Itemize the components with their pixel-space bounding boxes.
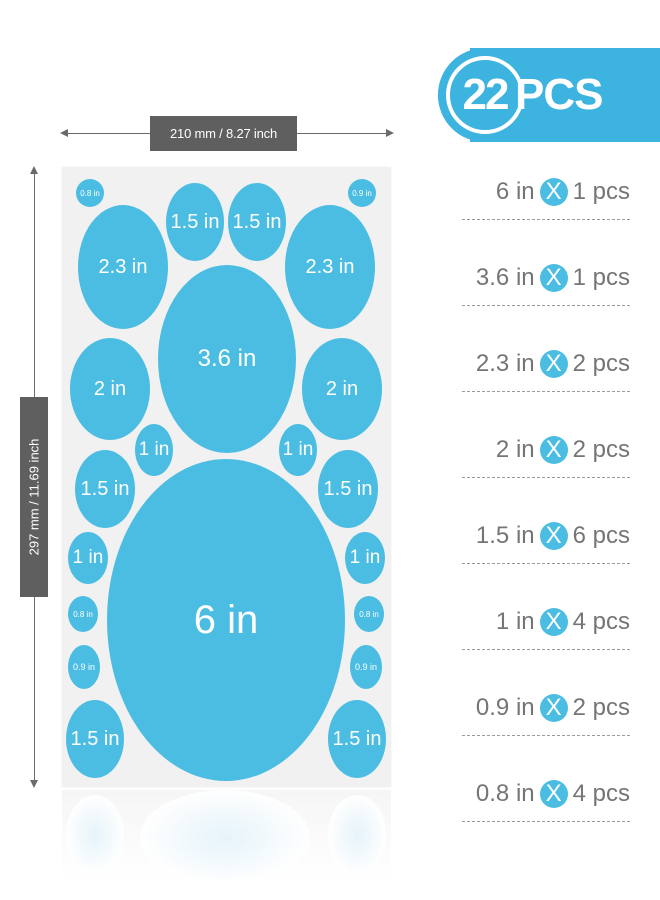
sticker-circle: 2 in — [70, 338, 150, 440]
arrow-up-icon — [30, 166, 38, 174]
count-text: 1 pcs — [572, 264, 630, 291]
size-text: 2 in — [495, 436, 535, 463]
sticker-circle: 1.5 in — [66, 700, 124, 778]
count-text: 2 pcs — [572, 350, 630, 377]
count-text: 4 pcs — [572, 608, 630, 635]
sticker-circle: 0.8 in — [354, 596, 384, 632]
sticker-circle: 1 in — [68, 532, 108, 584]
reflection-circle — [66, 795, 124, 875]
arrow-down-icon — [30, 780, 38, 788]
sticker-circle: 1.5 in — [318, 450, 378, 528]
quantity-row: 2 in X 2 pcs — [458, 392, 630, 478]
reflection-circle — [328, 795, 386, 875]
size-text: 1.5 in — [475, 522, 535, 549]
count-text: 2 pcs — [572, 436, 630, 463]
sticker-circle: 2.3 in — [285, 205, 375, 329]
sticker-circle: 1.5 in — [166, 183, 224, 261]
sticker-circle: 1.5 in — [328, 700, 386, 778]
sticker-circle: 0.9 in — [68, 645, 100, 689]
sticker-circle: 2 in — [302, 338, 382, 440]
size-text: 6 in — [495, 178, 535, 205]
sticker-circle: 0.9 in — [350, 645, 382, 689]
arrow-left-icon — [60, 129, 68, 137]
dashed-divider — [462, 563, 630, 564]
sticker-circle: 3.6 in — [158, 265, 296, 453]
reflection-circle — [140, 790, 310, 885]
sticker-circle: 1 in — [135, 424, 173, 476]
sticker-circle: 1.5 in — [75, 450, 135, 528]
size-text: 1 in — [495, 608, 535, 635]
dashed-divider — [462, 391, 630, 392]
width-label: 210 mm / 8.27 inch — [150, 116, 297, 151]
count-text: 6 pcs — [572, 522, 630, 549]
quantity-row: 1.5 in X 6 pcs — [458, 478, 630, 564]
dashed-divider — [462, 821, 630, 822]
quantity-row: 6 in X 1 pcs — [458, 134, 630, 220]
multiply-icon: X — [539, 350, 568, 378]
sticker-circle: 0.8 in — [68, 596, 98, 632]
multiply-icon: X — [539, 522, 568, 550]
size-text: 0.8 in — [475, 780, 535, 807]
multiply-icon: X — [539, 436, 568, 464]
size-text: 0.9 in — [475, 694, 535, 721]
sticker-circle: 6 in — [107, 459, 345, 781]
size-text: 3.6 in — [475, 264, 535, 291]
arrow-right-icon — [386, 129, 394, 137]
sticker-circle: 0.9 in — [348, 179, 376, 207]
pcs-label: PCS — [515, 70, 603, 119]
quantity-row: 3.6 in X 1 pcs — [458, 220, 630, 306]
quantity-row: 0.9 in X 2 pcs — [458, 650, 630, 736]
quantity-row: 0.8 in X 4 pcs — [458, 736, 630, 822]
dashed-divider — [462, 477, 630, 478]
quantity-row: 2.3 in X 2 pcs — [458, 306, 630, 392]
dashed-divider — [462, 219, 630, 220]
height-label-box: 297 mm / 11.69 inch — [20, 397, 48, 597]
sticker-circle: 0.8 in — [76, 179, 104, 207]
multiply-icon: X — [539, 780, 568, 808]
sticker-circle: 2.3 in — [78, 205, 168, 329]
size-text: 2.3 in — [475, 350, 535, 377]
height-label: 297 mm / 11.69 inch — [26, 438, 42, 556]
count-badge: 22 — [446, 56, 524, 134]
sticker-circle: 1.5 in — [228, 183, 286, 261]
quantity-row: 1 in X 4 pcs — [458, 564, 630, 650]
sticker-circle: 1 in — [279, 424, 317, 476]
dashed-divider — [462, 649, 630, 650]
dashed-divider — [462, 735, 630, 736]
dashed-divider — [462, 305, 630, 306]
count-text: 2 pcs — [572, 694, 630, 721]
multiply-icon: X — [539, 694, 568, 722]
count-text: 1 pcs — [572, 178, 630, 205]
multiply-icon: X — [539, 608, 568, 636]
count-text: 4 pcs — [572, 780, 630, 807]
multiply-icon: X — [539, 264, 568, 292]
sticker-circle: 1 in — [345, 532, 385, 584]
multiply-icon: X — [539, 178, 568, 206]
